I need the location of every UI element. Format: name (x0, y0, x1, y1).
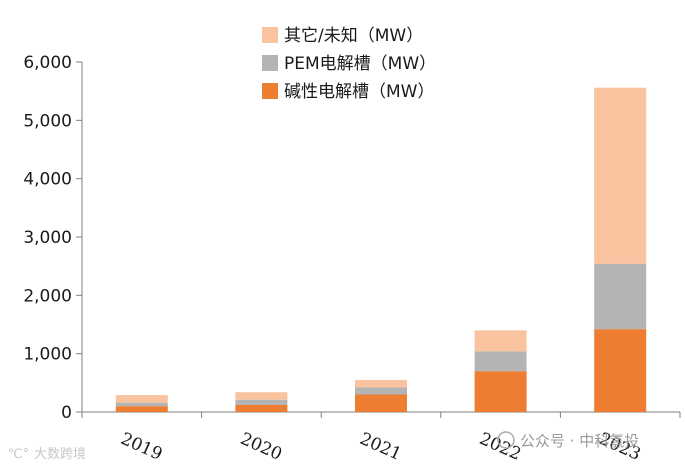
watermark-right-text: 公众号 · 中科氢投 (520, 432, 639, 450)
y-axis: 0 1,000 2,000 3,000 4,000 5,000 6,000 (23, 53, 83, 423)
y-tick-label: 5,000 (23, 111, 72, 131)
y-tick-label: 3,000 (23, 228, 72, 248)
y-tick-label: 2,000 (23, 286, 72, 306)
bar-segment (594, 329, 647, 412)
bar-segment (355, 387, 407, 395)
watermark-left-text: 大数跨境 (34, 447, 86, 462)
legend-label: PEM电解槽（MW） (284, 54, 436, 74)
bar-segment (594, 87, 647, 264)
y-tick-label: 1,000 (23, 345, 72, 365)
x-tick-label: 2019 (118, 429, 166, 465)
bar-segment (115, 406, 168, 412)
wechat-icon (497, 431, 515, 449)
bar-segment (474, 330, 527, 352)
bar-segment (474, 371, 527, 412)
y-tick-label: 6,000 (23, 53, 72, 73)
watermark-left: ℃° 大数跨境 (8, 447, 86, 462)
bar-segment (235, 392, 288, 400)
legend: 其它/未知（MW） PEM电解槽（MW） 碱性电解槽（MW） (262, 26, 436, 102)
bar-segment (115, 395, 168, 403)
legend-swatch (262, 55, 278, 71)
bar-segment (355, 394, 407, 412)
bar-segment (235, 399, 288, 405)
legend-swatch (262, 27, 278, 43)
legend-label: 碱性电解槽（MW） (284, 82, 434, 102)
x-tick-label: 2020 (237, 429, 285, 465)
bar-segment (474, 351, 527, 372)
bars (115, 87, 647, 412)
bar-segment (115, 402, 168, 407)
y-tick-label: 4,000 (23, 170, 72, 190)
legend-label: 其它/未知（MW） (284, 26, 423, 46)
bar-segment (355, 379, 407, 388)
bar-segment (235, 405, 288, 412)
x-tick-label: 2021 (357, 429, 405, 465)
bar-segment (594, 263, 647, 330)
watermark-left-icon: ℃° (8, 447, 29, 462)
legend-swatch (262, 83, 278, 99)
watermark-right: 公众号 · 中科氢投 (497, 431, 639, 450)
y-tick-label: 0 (61, 403, 72, 423)
